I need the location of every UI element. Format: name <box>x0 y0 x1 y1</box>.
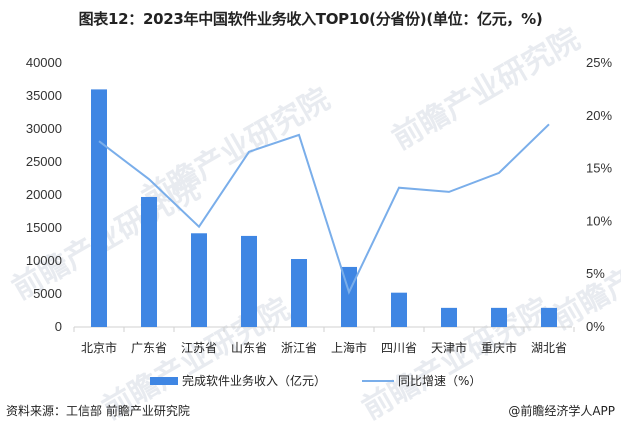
left-axis-tick-label: 25000 <box>26 154 62 169</box>
legend: 完成软件业务收入（亿元） 同比增速（%） <box>150 372 517 389</box>
legend-item-growth: 同比增速（%） <box>362 372 481 389</box>
bar <box>441 307 457 327</box>
x-axis-ticks <box>73 327 575 332</box>
bar <box>491 307 507 327</box>
x-axis-category-label: 浙江省 <box>281 341 317 355</box>
right-y-axis: 0% 5% 10% 15% 20% 25% <box>586 55 612 334</box>
left-axis-tick-label: 10000 <box>26 253 62 268</box>
left-axis-tick-label: 40000 <box>26 55 62 70</box>
left-axis-tick-label: 30000 <box>26 121 62 136</box>
left-axis-tick-label: 5000 <box>33 286 62 301</box>
chart-title: 图表12：2023年中国软件业务收入TOP10(分省份)(单位：亿元，%) <box>78 10 543 28</box>
x-axis-category-label: 天津市 <box>431 340 467 355</box>
bar <box>541 307 557 327</box>
right-axis-tick-label: 5% <box>586 266 605 281</box>
right-axis-tick-label: 0% <box>586 319 605 334</box>
bar <box>141 196 157 327</box>
bar-series <box>91 89 557 328</box>
x-axis-category-label: 四川省 <box>381 341 417 355</box>
x-axis-category-label: 湖北省 <box>531 340 567 355</box>
right-axis-tick-label: 10% <box>586 213 612 228</box>
footer: 资料来源：工信部 前瞻产业研究院 @前瞻经济学人APP <box>6 402 615 419</box>
bar <box>291 259 307 327</box>
line-swatch-icon <box>362 379 395 382</box>
right-axis-tick-label: 15% <box>586 161 612 176</box>
source-note: 资料来源：工信部 前瞻产业研究院 <box>6 404 190 418</box>
right-axis-tick-label: 25% <box>586 55 612 70</box>
bar <box>91 89 107 328</box>
credit-note: @前瞻经济学人APP <box>508 404 615 418</box>
right-axis-tick-label: 20% <box>586 108 612 123</box>
left-axis-tick-label: 20000 <box>26 187 62 202</box>
left-axis-tick-label: 15000 <box>26 220 62 235</box>
bar <box>241 235 257 327</box>
watermark-text: 前瞻产业研究院 <box>387 22 586 157</box>
x-axis-category-label: 重庆市 <box>481 340 517 355</box>
x-axis-category-label: 北京市 <box>81 340 117 355</box>
x-axis-category-label: 山东省 <box>231 341 267 355</box>
growth-line-series <box>98 123 550 295</box>
legend-label-revenue: 完成软件业务收入（亿元） <box>182 374 327 388</box>
x-axis-category-label: 江苏省 <box>181 341 217 355</box>
left-axis-tick-label: 0 <box>55 319 62 334</box>
bar-swatch-icon <box>150 376 178 385</box>
x-axis-category-label: 上海市 <box>331 340 367 355</box>
x-axis-labels: 北京市 广东省 江苏省 山东省 浙江省 上海市 四川省 天津市 重庆市 湖北省 <box>81 340 567 355</box>
left-axis-tick-label: 35000 <box>26 88 62 103</box>
bar <box>391 292 407 327</box>
left-y-axis: 0 5000 10000 15000 20000 25000 30000 35000 40000 <box>26 55 62 334</box>
legend-item-revenue: 完成软件业务收入（亿元） <box>150 372 326 389</box>
legend-label-growth: 同比增速（%） <box>398 374 482 388</box>
bar <box>191 233 207 327</box>
x-axis-category-label: 广东省 <box>131 341 167 355</box>
